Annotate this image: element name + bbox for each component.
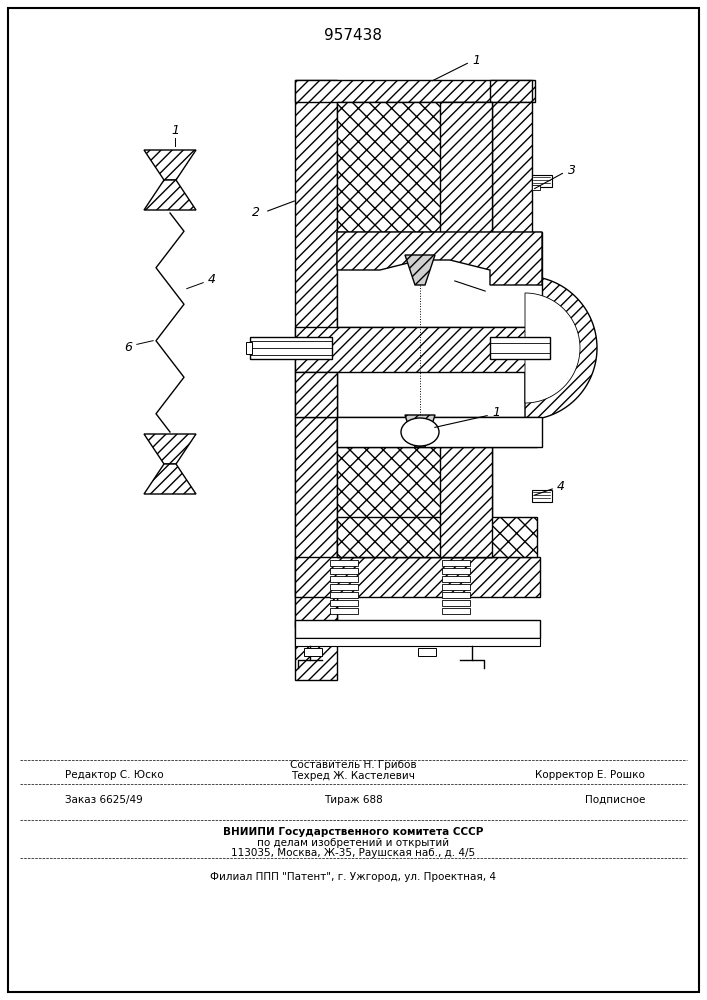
Polygon shape: [144, 434, 196, 464]
Bar: [442, 600, 470, 606]
Bar: [330, 560, 358, 566]
Text: 1: 1: [171, 123, 179, 136]
Bar: [295, 417, 337, 627]
Text: Тираж 688: Тираж 688: [324, 795, 382, 805]
Text: Заказ 6625/49: Заказ 6625/49: [65, 795, 143, 805]
Bar: [330, 576, 358, 582]
Bar: [532, 490, 552, 502]
Text: 3: 3: [568, 163, 576, 176]
Bar: [490, 337, 550, 359]
Bar: [330, 600, 358, 606]
Bar: [295, 557, 540, 597]
Bar: [295, 372, 337, 417]
Text: Корректор Е. Рошко: Корректор Е. Рошко: [535, 770, 645, 780]
Bar: [532, 175, 552, 187]
Polygon shape: [337, 232, 542, 285]
Bar: [490, 102, 532, 312]
Polygon shape: [405, 415, 435, 447]
Bar: [337, 517, 537, 557]
Bar: [330, 568, 358, 574]
Bar: [337, 102, 492, 232]
Bar: [442, 568, 470, 574]
Polygon shape: [144, 150, 196, 180]
Polygon shape: [405, 255, 435, 285]
Text: 5: 5: [490, 286, 498, 300]
Text: 1: 1: [472, 53, 480, 66]
Bar: [295, 327, 535, 372]
Bar: [246, 342, 252, 354]
Bar: [337, 417, 537, 447]
Text: 4: 4: [557, 480, 565, 492]
Text: 6: 6: [124, 341, 132, 354]
Bar: [330, 584, 358, 590]
Bar: [295, 638, 540, 646]
Bar: [295, 80, 337, 680]
Bar: [490, 80, 532, 102]
Bar: [295, 80, 535, 102]
Text: 957438: 957438: [324, 27, 382, 42]
Bar: [418, 648, 436, 656]
Text: Составитель Н. Грибов: Составитель Н. Грибов: [290, 760, 416, 770]
Polygon shape: [525, 276, 597, 420]
Bar: [337, 232, 542, 327]
Polygon shape: [525, 293, 580, 403]
Bar: [532, 185, 540, 190]
Text: Филиал ППП "Патент", г. Ужгород, ул. Проектная, 4: Филиал ППП "Патент", г. Ужгород, ул. Про…: [210, 872, 496, 882]
Text: по делам изобретений и открытий: по делам изобретений и открытий: [257, 838, 449, 848]
Bar: [442, 608, 470, 614]
Bar: [250, 337, 332, 359]
Bar: [304, 648, 322, 656]
Bar: [337, 447, 492, 557]
Polygon shape: [144, 180, 196, 210]
Bar: [337, 417, 542, 447]
Text: ВНИИПИ Государственного комитета СССР: ВНИИПИ Государственного комитета СССР: [223, 827, 483, 837]
Text: Редактор С. Юско: Редактор С. Юско: [65, 770, 163, 780]
Bar: [330, 592, 358, 598]
Text: 1: 1: [492, 406, 500, 420]
Bar: [295, 620, 540, 638]
Text: 4: 4: [208, 273, 216, 286]
Bar: [442, 560, 470, 566]
Ellipse shape: [401, 418, 439, 446]
Bar: [442, 576, 470, 582]
Polygon shape: [144, 464, 196, 494]
Text: Техред Ж. Кастелевич: Техред Ж. Кастелевич: [291, 771, 415, 781]
Bar: [442, 584, 470, 590]
Text: 113035, Москва, Ж-35, Раушская наб., д. 4/5: 113035, Москва, Ж-35, Раушская наб., д. …: [231, 848, 475, 858]
Bar: [442, 592, 470, 598]
Text: Подписное: Подписное: [585, 795, 645, 805]
Bar: [330, 608, 358, 614]
Bar: [440, 102, 492, 232]
Text: 2: 2: [252, 207, 260, 220]
Bar: [440, 447, 492, 557]
